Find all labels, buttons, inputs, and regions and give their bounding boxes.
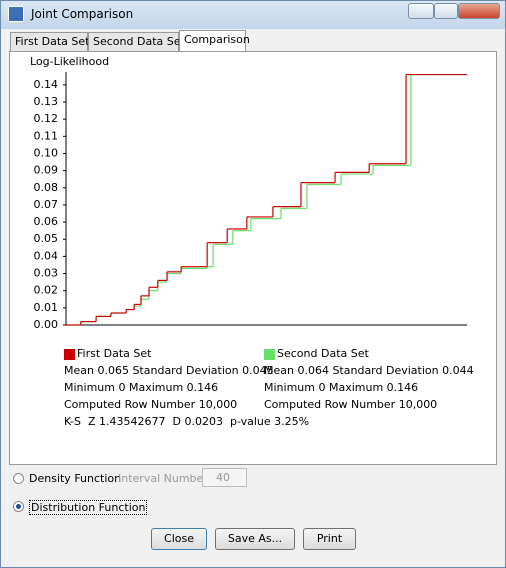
tab[interactable]: First Data Set — [10, 32, 89, 51]
radio-dot — [16, 504, 21, 509]
app-icon — [8, 6, 24, 22]
close-button[interactable]: Close — [151, 528, 207, 550]
option-label[interactable]: Density Function — [29, 472, 122, 485]
save-button[interactable]: Save As... — [215, 528, 295, 550]
tab[interactable]: Comparison — [179, 30, 250, 52]
window-title: Joint Comparison — [31, 7, 134, 21]
title-bar: Joint Comparison — [1, 1, 505, 29]
chart-panel — [9, 51, 497, 465]
tab[interactable]: Second Data Set — [88, 32, 185, 51]
option-label[interactable]: Distribution Function — [29, 500, 148, 515]
interval-label: Interval Number — [118, 472, 208, 485]
interval-value: 40 — [216, 471, 230, 484]
maximize-button[interactable] — [434, 3, 458, 19]
radio-density[interactable] — [13, 473, 24, 484]
interval-spinner[interactable]: 40 — [202, 468, 247, 487]
close-window-button[interactable] — [458, 3, 500, 19]
print-button[interactable]: Print — [303, 528, 356, 550]
minimize-button[interactable] — [408, 3, 434, 19]
radio-distribution[interactable] — [13, 501, 24, 512]
